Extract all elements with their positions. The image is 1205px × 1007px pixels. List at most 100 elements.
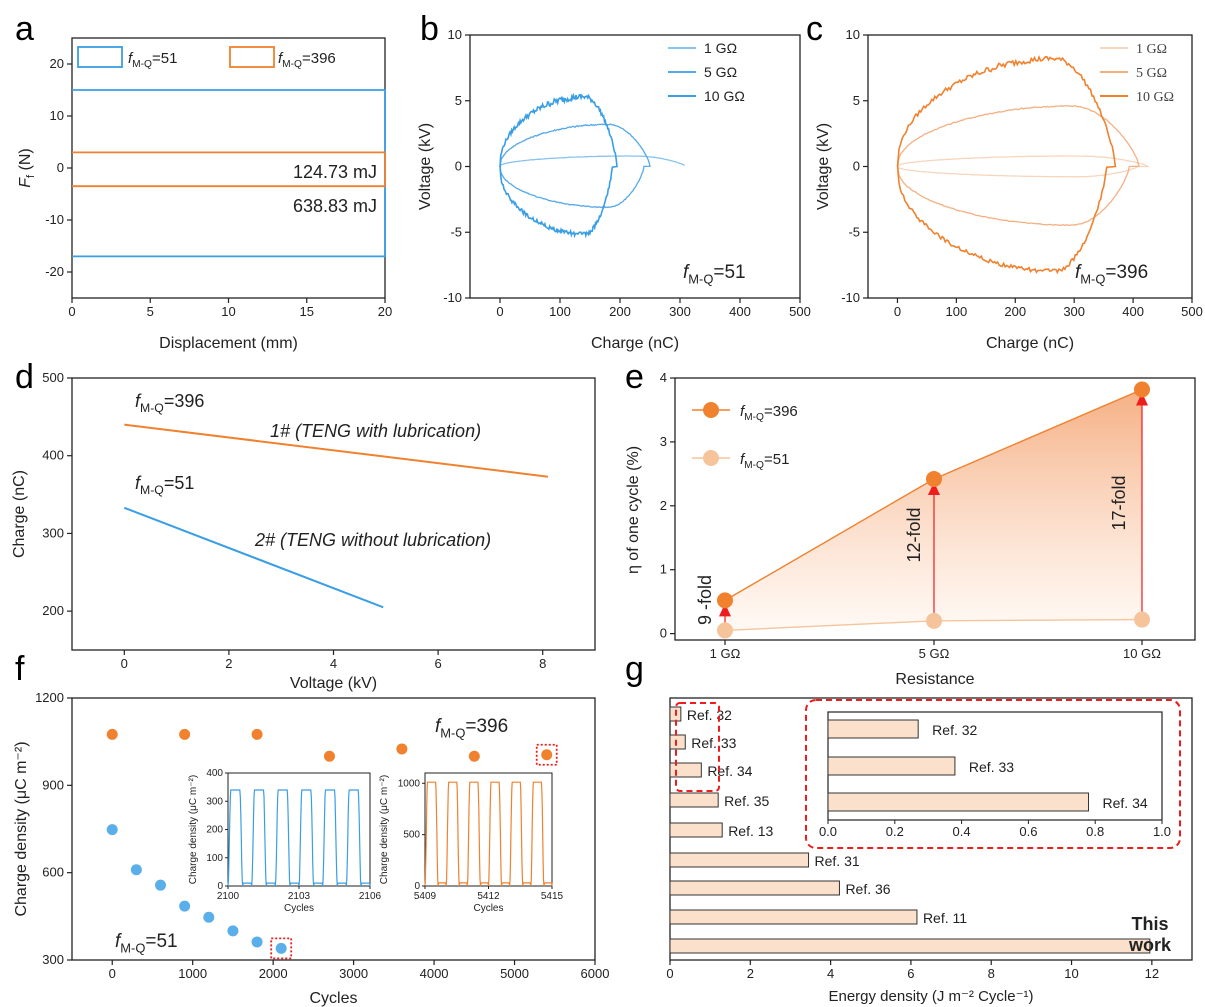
x-tick-label: 4	[827, 966, 834, 981]
data-point	[251, 936, 263, 948]
x-axis-label: Displacement (mm)	[159, 335, 298, 352]
x-tick-label: 200	[609, 304, 631, 319]
x-tick-label: 20	[378, 304, 392, 319]
energy-label: 638.83 mJ	[293, 196, 377, 216]
fold-arrowhead	[719, 603, 731, 617]
data-point	[179, 728, 191, 740]
x-tick-label: 500	[789, 304, 811, 319]
y-tick-label: -10	[443, 290, 462, 305]
x-tick-label: 8	[539, 656, 546, 671]
bar	[669, 762, 702, 778]
y-tick-label: 5	[853, 93, 860, 108]
data-point	[541, 749, 553, 761]
x-tick-label: 300	[669, 304, 691, 319]
legend-swatch	[77, 46, 123, 68]
legend-marker	[703, 402, 719, 418]
panel-a: 0 5 10 15 20 -20 -10 0 10 20 Displacement (mm) Ff (…	[17, 37, 392, 352]
data-point	[1134, 381, 1150, 398]
panel-letter-f: f	[15, 650, 25, 688]
bar-label: Ref. 32	[687, 707, 732, 723]
y-tick-label: 900	[42, 777, 64, 792]
data-point	[926, 612, 942, 629]
x-axis-label: Charge (nC)	[591, 335, 679, 352]
inset-bar	[827, 756, 956, 776]
y-tick-label: -20	[45, 264, 64, 279]
legend-label: 1 GΩ	[704, 40, 737, 56]
x-tick-label: 3000	[339, 966, 368, 981]
y-tick-label: 0	[853, 159, 860, 174]
bar	[669, 909, 918, 925]
x-axis-label: Charge (nC)	[986, 335, 1074, 352]
bar-label: Ref. 11	[923, 910, 967, 926]
x-tick-label: 0.6	[1019, 824, 1037, 839]
x-tick-label: 10 GΩ	[1123, 646, 1161, 661]
inset-bar	[827, 792, 1090, 812]
data-point	[396, 743, 408, 755]
y-tick-label: 4	[660, 370, 667, 385]
y-tick-label: 10	[448, 27, 462, 42]
y-tick-label: 200	[206, 825, 223, 836]
y-tick-label: 10	[50, 108, 64, 123]
x-tick-label: 2000	[259, 966, 288, 981]
bar	[669, 852, 810, 868]
data-point	[227, 925, 239, 937]
y-tick-label: 300	[206, 796, 223, 807]
x-tick-label: 0.8	[1086, 824, 1104, 839]
data-point	[468, 750, 480, 762]
fold-arrowhead	[928, 481, 940, 495]
panel-b: 0 100 200 300 400 500 -10 -5 0 5 10 Charge (nC) Volt…	[417, 27, 811, 352]
inset-bar-label: Ref. 33	[969, 759, 1014, 775]
fold-label: 9 -fold	[695, 575, 715, 625]
x-tick-label: 1000	[178, 966, 207, 981]
data-point	[130, 864, 142, 876]
y-tick-label: 600	[42, 865, 64, 880]
y-tick-label: 300	[42, 525, 64, 540]
data-point	[323, 750, 335, 762]
highlight-box	[535, 743, 558, 766]
inset-y-label: Charge density (μC m⁻²)	[188, 775, 199, 884]
x-tick-label: 5412	[477, 891, 500, 902]
inset-frame	[424, 772, 553, 887]
legend-label: fM-Q=396	[740, 403, 798, 423]
x-tick-label: 0	[894, 304, 901, 319]
legend-label: fM-Q=396	[278, 50, 336, 70]
x-tick-label: 5000	[500, 966, 529, 981]
x-axis-label: Voltage (kV)	[290, 675, 377, 692]
series-label: 1# (TENG with lubrication)	[270, 421, 481, 441]
x-tick-label: 5415	[541, 891, 564, 902]
panel-letter-e: e	[625, 358, 644, 396]
legend-swatch	[229, 46, 275, 68]
x-tick-label: 1.0	[1153, 824, 1171, 839]
data-point	[203, 911, 215, 923]
highlight-box	[270, 937, 293, 960]
x-tick-label: 12	[1145, 966, 1159, 981]
loop-curve	[896, 54, 1117, 275]
x-tick-label: 8	[988, 966, 995, 981]
legend-label: 10 GΩ	[704, 88, 745, 104]
bar-label: Ref. 13	[728, 823, 773, 839]
y-tick-label: 200	[42, 603, 64, 618]
y-tick-label: 500	[403, 830, 420, 841]
x-tick-label: 100	[549, 304, 571, 319]
y-tick-label: -10	[45, 212, 64, 227]
x-tick-label: 5409	[414, 891, 437, 902]
y-axis-label: Voltage (kV)	[815, 123, 832, 210]
x-tick-label: 0	[666, 966, 673, 981]
this-work-label: work	[1128, 935, 1172, 955]
series-line	[124, 423, 549, 478]
x-tick-label: 200	[1004, 304, 1026, 319]
x-tick-label: 0.4	[953, 824, 971, 839]
energy-label: 124.73 mJ	[293, 162, 377, 182]
x-tick-label: 10	[1064, 966, 1078, 981]
x-tick-label: 6	[434, 656, 441, 671]
series-annotation: fM-Q=51	[115, 931, 178, 955]
x-tick-label: 0.2	[886, 824, 904, 839]
x-tick-label: 400	[1122, 304, 1144, 319]
x-tick-label: 6	[907, 966, 914, 981]
legend-label: 1 GΩ	[1136, 42, 1167, 57]
bar	[669, 822, 723, 838]
data-point	[179, 900, 191, 912]
x-tick-label: 5 GΩ	[919, 646, 950, 661]
x-tick-label: 1 GΩ	[710, 646, 741, 661]
axis-frame	[71, 377, 596, 651]
